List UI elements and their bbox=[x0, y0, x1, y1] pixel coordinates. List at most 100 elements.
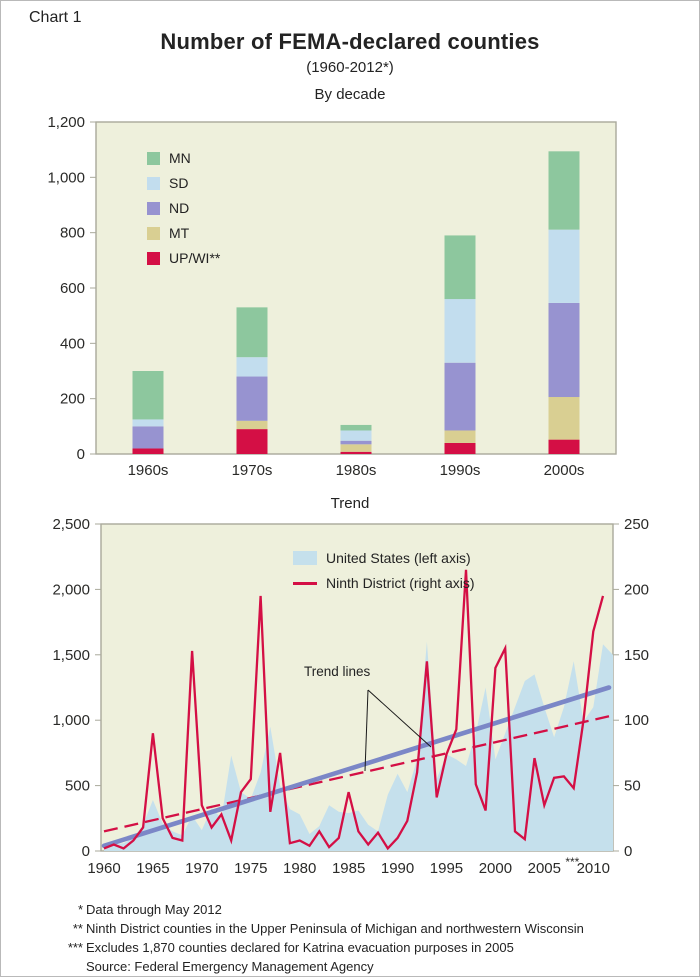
right-y-tick-label: 100 bbox=[624, 712, 649, 729]
x-axis-label-suffix: *** bbox=[565, 855, 579, 869]
bar-segment-mn-1960s bbox=[132, 371, 164, 420]
line-series-ninth-district bbox=[103, 569, 605, 851]
legend-swatch-icon bbox=[147, 226, 160, 240]
bar-segment-mn-1980s bbox=[340, 424, 372, 431]
bar-segment-nd-1960s bbox=[132, 426, 164, 449]
bar-segment-upwi-1970s bbox=[236, 429, 268, 454]
trend-legend-item-united-states: United States (left axis) bbox=[293, 550, 475, 566]
legend-label: MT bbox=[169, 225, 190, 241]
trend-chart-legend: United States (left axis) Ninth District … bbox=[293, 550, 475, 591]
bar-chart-title: By decade bbox=[314, 86, 386, 103]
bar-segment-upwi-2000s bbox=[548, 439, 580, 454]
footnote-text: Excludes 1,870 counties declared for Kat… bbox=[86, 940, 514, 955]
legend-swatch-icon bbox=[147, 251, 160, 265]
bar-segment-mt-1990s bbox=[444, 430, 476, 443]
footnote-2: ** Ninth District counties in the Upper P… bbox=[57, 919, 584, 938]
right-y-tick-label: 50 bbox=[624, 778, 641, 795]
footnote-3: *** Excludes 1,870 counties declared for … bbox=[57, 938, 584, 957]
chart-number-label: Chart 1 bbox=[29, 9, 82, 26]
left-y-tick-label: 0 bbox=[82, 843, 90, 860]
x-axis-label-1980s: 1980s bbox=[336, 462, 377, 479]
y-axis-tick-label: 0 bbox=[77, 446, 85, 463]
bar-segment-mn-1970s bbox=[236, 307, 268, 358]
x-axis-label-2000: 2000 bbox=[479, 860, 512, 877]
bar-segment-mn-2000s bbox=[548, 151, 580, 230]
footnote-text: Data through May 2012 bbox=[86, 902, 222, 917]
figure-title: Number of FEMA-declared counties bbox=[160, 29, 540, 54]
bar-legend-item-upwi: UP/WI** bbox=[147, 250, 220, 266]
footnote-text: Source: Federal Emergency Management Age… bbox=[86, 959, 374, 974]
bar-segment-sd-1970s bbox=[236, 357, 268, 377]
legend-swatch-icon bbox=[147, 176, 160, 190]
x-axis-label-2005: 2005 bbox=[528, 860, 561, 877]
figure-subtitle: (1960-2012*) bbox=[306, 59, 394, 76]
footnote-4: Source: Federal Emergency Management Age… bbox=[57, 957, 584, 976]
x-axis-label-1980: 1980 bbox=[283, 860, 316, 877]
x-axis-label-1970: 1970 bbox=[185, 860, 218, 877]
footnote-text: Ninth District counties in the Upper Pen… bbox=[86, 921, 584, 936]
legend-label: United States (left axis) bbox=[326, 550, 471, 566]
trend-legend-item-ninth-district: Ninth District (right axis) bbox=[293, 575, 475, 591]
x-axis-label-1990s: 1990s bbox=[440, 462, 481, 479]
trend-lines-annotation: Trend lines bbox=[304, 664, 371, 679]
left-y-tick-label: 2,000 bbox=[52, 581, 90, 598]
bar-segment-nd-1980s bbox=[340, 440, 372, 445]
y-axis-tick-label: 400 bbox=[60, 335, 85, 352]
bar-segment-upwi-1960s bbox=[132, 448, 164, 454]
x-axis-label-1995: 1995 bbox=[430, 860, 463, 877]
bar-segment-mt-2000s bbox=[548, 397, 580, 440]
x-axis-label-2000s: 2000s bbox=[544, 462, 585, 479]
bar-segment-upwi-1980s bbox=[340, 451, 372, 454]
left-y-tick-label: 1,000 bbox=[52, 712, 90, 729]
legend-label: ND bbox=[169, 200, 190, 216]
bar-segment-sd-1960s bbox=[132, 419, 164, 427]
footnote-marker: *** bbox=[67, 940, 83, 955]
footnote-1: * Data through May 2012 bbox=[57, 900, 584, 919]
x-axis-label-1960s: 1960s bbox=[128, 462, 169, 479]
right-y-tick-label: 250 bbox=[624, 516, 649, 533]
bar-segment-sd-1990s bbox=[444, 299, 476, 363]
x-axis-label-1960: 1960 bbox=[87, 860, 120, 877]
bar-legend-item-mt: MT bbox=[147, 225, 220, 241]
bar-chart-plot-area bbox=[95, 121, 617, 455]
y-axis-tick-label: 600 bbox=[60, 280, 85, 297]
left-y-tick-label: 500 bbox=[65, 778, 90, 795]
bar-segment-mt-1980s bbox=[340, 444, 372, 452]
bar-segment-nd-1970s bbox=[236, 376, 268, 421]
bar-segment-mn-1990s bbox=[444, 235, 476, 300]
x-axis-label-1990: 1990 bbox=[381, 860, 414, 877]
legend-label: Ninth District (right axis) bbox=[326, 575, 475, 591]
footnote-marker: ** bbox=[72, 921, 83, 936]
x-axis-label-1965: 1965 bbox=[136, 860, 169, 877]
bar-segment-sd-2000s bbox=[548, 229, 580, 303]
trend-chart-title: Trend bbox=[330, 495, 370, 512]
legend-label: MN bbox=[169, 150, 191, 166]
x-axis-label-1975: 1975 bbox=[234, 860, 267, 877]
bar-segment-mt-1970s bbox=[236, 420, 268, 430]
annotation-pointer-to-dashed-trend bbox=[364, 689, 369, 772]
legend-swatch-icon bbox=[147, 151, 160, 165]
area-swatch-icon bbox=[293, 551, 317, 565]
bar-legend-item-sd: SD bbox=[147, 175, 220, 191]
line-swatch-icon bbox=[293, 581, 317, 585]
footnote-marker bbox=[57, 957, 83, 976]
annotation-pointer-to-solid-trend bbox=[367, 689, 432, 748]
y-axis-tick-label: 1,000 bbox=[47, 169, 85, 186]
footnote-marker: * bbox=[77, 902, 83, 917]
right-y-tick-label: 150 bbox=[624, 647, 649, 664]
legend-label: SD bbox=[169, 175, 189, 191]
left-y-tick-label: 1,500 bbox=[52, 647, 90, 664]
right-y-tick-label: 0 bbox=[624, 843, 632, 860]
bar-legend-item-mn: MN bbox=[147, 150, 220, 166]
x-axis-label-2010: 2010 bbox=[577, 860, 610, 877]
bar-segment-nd-2000s bbox=[548, 302, 580, 398]
trend-line-ninth-district bbox=[103, 715, 610, 833]
left-y-tick-label: 2,500 bbox=[52, 516, 90, 533]
x-axis-label-1970s: 1970s bbox=[232, 462, 273, 479]
y-axis-tick-label: 800 bbox=[60, 225, 85, 242]
trend-line-united-states bbox=[101, 685, 612, 849]
y-axis-tick-label: 200 bbox=[60, 391, 85, 408]
bar-legend-item-nd: ND bbox=[147, 200, 220, 216]
